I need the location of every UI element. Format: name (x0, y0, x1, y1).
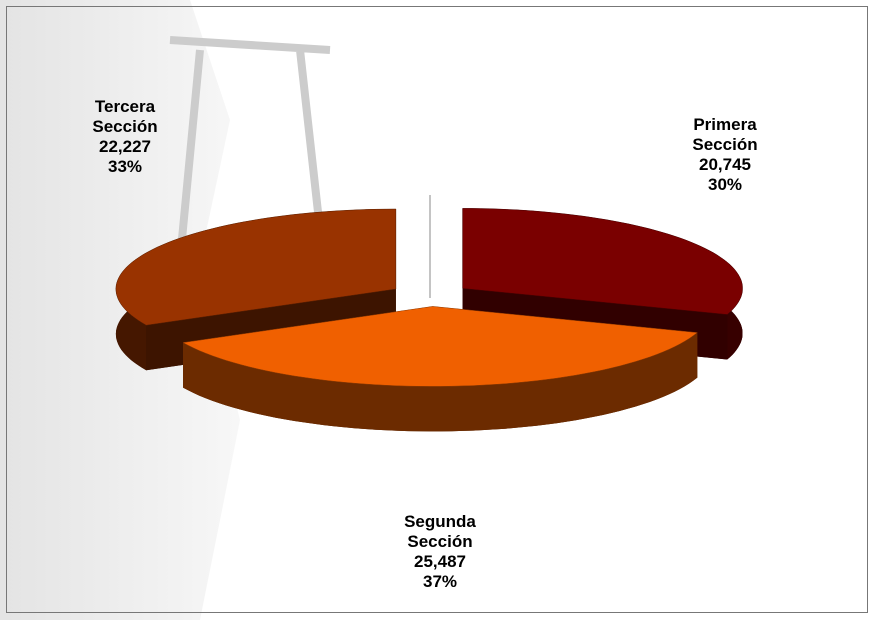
percent-label: 30% (707, 175, 743, 194)
pie (115, 208, 743, 432)
chart-border (6, 6, 868, 613)
background-figure (0, 0, 240, 620)
category-label: Tercera Sección (92, 97, 158, 136)
category-label: Primera Sección (692, 115, 758, 154)
slice (462, 208, 743, 315)
data-label: Primera Sección 20,745 30% (670, 115, 780, 195)
percent-label: 37% (422, 572, 458, 591)
value-label: 20,745 (699, 155, 751, 174)
background-figure (169, 36, 331, 261)
slice (182, 306, 698, 387)
category-label: Segunda Sección (404, 512, 476, 551)
percent-label: 33% (107, 157, 143, 176)
value-label: 25,487 (414, 552, 466, 571)
data-label: Segunda Sección 25,487 37% (385, 512, 495, 592)
data-label: Tercera Sección 22,227 33% (70, 97, 180, 177)
slice (115, 208, 397, 326)
value-label: 22,227 (99, 137, 151, 156)
slice-side (183, 332, 698, 432)
